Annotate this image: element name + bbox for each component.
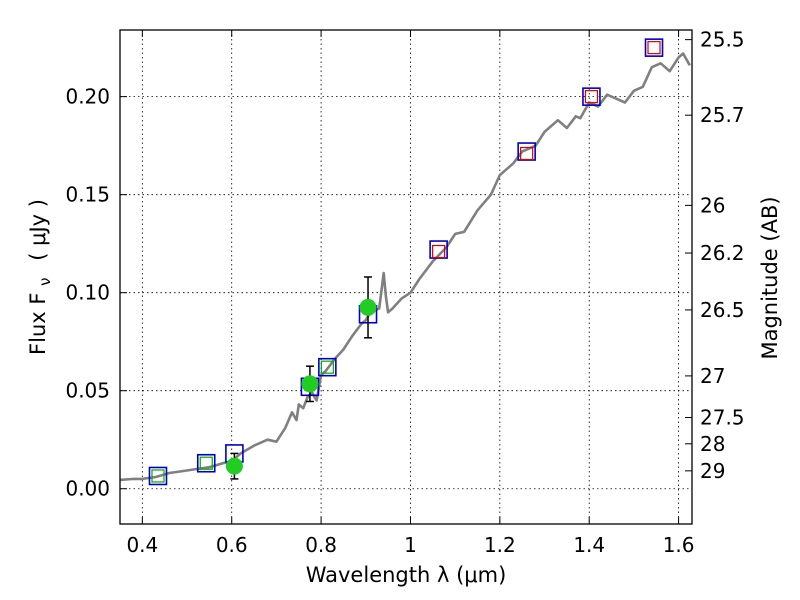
svg-text:Flux F ν ( μJy ): Flux F ν ( μJy ) [26, 199, 55, 355]
x-axis-title: Wavelength λ (μm) [306, 563, 507, 587]
observed-green-square [320, 360, 334, 374]
y-axis-unit: ( μJy ) [26, 199, 50, 261]
y-axis-title: Flux F [26, 293, 50, 355]
x-tick-label: 0.4 [126, 533, 158, 557]
mag-tick-label: 29 [700, 459, 725, 483]
plot-frame [119, 29, 693, 525]
observed-red-square [647, 41, 661, 55]
detection-point [301, 375, 319, 393]
plot-background [120, 30, 692, 524]
mag-tick-label: 27 [700, 364, 725, 388]
mag-tick-label: 26 [700, 193, 725, 217]
ticks: 0.4 0.6 0.8 1 1.2 1.4 1.6 0.00 0.05 0.10 0.15 0.20 2… [65, 28, 744, 557]
x-tick-label: 1.4 [573, 533, 605, 557]
grid [120, 30, 692, 524]
mag-tick-label: 26.5 [700, 298, 745, 322]
observed-green-square [199, 456, 213, 470]
detection-point [359, 298, 377, 316]
mag-tick-label: 25.5 [700, 28, 745, 52]
x-tick-label: 0.6 [216, 533, 248, 557]
model-band-square [644, 38, 664, 57]
y-axis-title-group: Flux F ν ( μJy ) [26, 199, 55, 355]
y-tick-label: 0.20 [65, 85, 110, 109]
x-tick-label: 0.8 [305, 533, 337, 557]
y-tick-label: 0.00 [65, 477, 110, 501]
detection-point [225, 457, 243, 475]
y-tick-label: 0.05 [65, 379, 110, 403]
mag-tick-label: 27.5 [700, 406, 745, 430]
model-band-square [196, 453, 216, 473]
observed-green-square [151, 469, 165, 483]
y2-axis-title: Magnitude (AB) [758, 196, 782, 359]
model-band-square [582, 87, 601, 106]
observed-red-square [584, 90, 599, 104]
observed-red-square [520, 146, 534, 161]
mag-tick-label: 25.7 [700, 103, 745, 127]
model-band-square [318, 357, 337, 377]
y2-axis-title-group: Magnitude (AB) [758, 196, 782, 359]
y-tick-label: 0.10 [65, 281, 110, 305]
y-axis-subscript: ν [36, 277, 54, 285]
observed-red-square [432, 244, 446, 259]
x-tick-label: 1.6 [663, 533, 695, 557]
mag-tick-label: 26.2 [700, 241, 745, 265]
y-tick-label: 0.15 [65, 183, 110, 207]
model-band-square [148, 466, 168, 486]
mag-tick-label: 28 [700, 432, 725, 456]
x-tick-label: 1 [404, 533, 417, 557]
x-tick-label: 1.2 [484, 533, 516, 557]
data-series [119, 38, 691, 486]
